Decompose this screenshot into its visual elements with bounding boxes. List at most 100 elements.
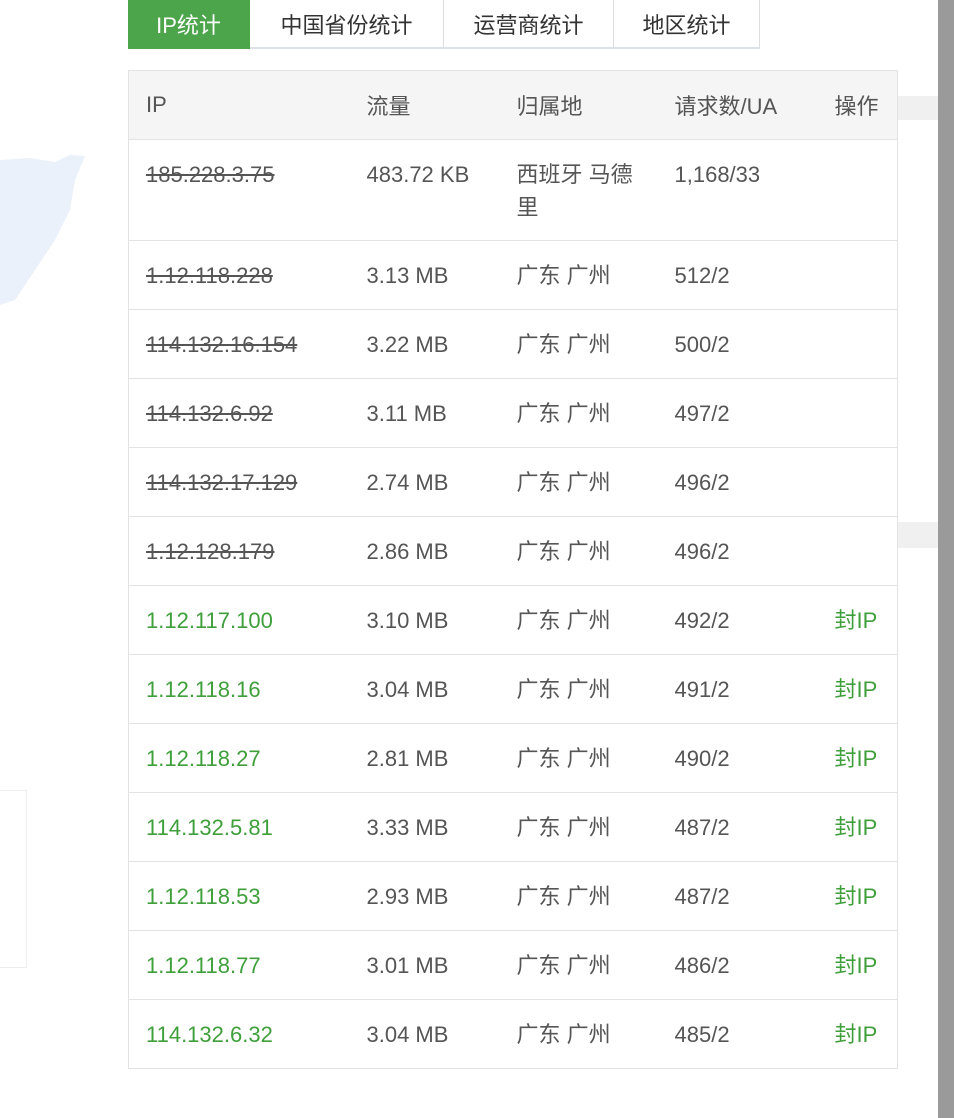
requests-cell: 1,168/33 — [674, 139, 835, 241]
stats-tabs: IP统计 中国省份统计 运营商统计 地区统计 — [128, 0, 760, 49]
block-ip-button[interactable]: 封IP — [834, 1022, 878, 1047]
action-cell: 封IP — [834, 654, 898, 724]
table-row: 114.132.6.92 3.11 MB 广东 广州 497/2 — [128, 378, 898, 448]
tab-ip-stats[interactable]: IP统计 — [128, 0, 250, 49]
action-cell: 封IP — [834, 861, 898, 931]
traffic-cell: 3.11 MB — [366, 378, 517, 448]
ip-address: 1.12.118.228 — [146, 263, 273, 288]
table-row: 1.12.118.16 3.04 MB 广东 广州 491/2 封IP — [128, 654, 898, 724]
table-row: 1.12.118.27 2.81 MB 广东 广州 490/2 封IP — [128, 723, 898, 793]
header-action: 操作 — [834, 70, 898, 140]
requests-cell: 500/2 — [674, 309, 835, 379]
table-row: 114.132.17.129 2.74 MB 广东 广州 496/2 — [128, 447, 898, 517]
background-panel — [0, 790, 27, 968]
table-row: 114.132.5.81 3.33 MB 广东 广州 487/2 封IP — [128, 792, 898, 862]
traffic-cell: 3.22 MB — [366, 309, 517, 379]
requests-cell: 512/2 — [674, 240, 835, 310]
ip-cell: 114.132.6.92 — [128, 378, 367, 448]
ip-address[interactable]: 114.132.6.32 — [146, 1022, 273, 1047]
traffic-cell: 3.33 MB — [366, 792, 517, 862]
ip-cell: 114.132.17.129 — [128, 447, 367, 517]
traffic-cell: 2.74 MB — [366, 447, 517, 517]
location-cell: 广东 广州 — [516, 240, 675, 310]
action-cell — [834, 309, 898, 379]
location-cell: 广东 广州 — [516, 999, 675, 1069]
block-ip-button[interactable]: 封IP — [834, 884, 878, 909]
ip-address[interactable]: 1.12.118.53 — [146, 884, 261, 909]
table-row: 1.12.117.100 3.10 MB 广东 广州 492/2 封IP — [128, 585, 898, 655]
traffic-cell: 3.13 MB — [366, 240, 517, 310]
action-cell: 封IP — [834, 930, 898, 1000]
traffic-cell: 3.01 MB — [366, 930, 517, 1000]
ip-cell: 185.228.3.75 — [128, 139, 367, 241]
tab-province-stats[interactable]: 中国省份统计 — [250, 0, 444, 49]
action-cell — [834, 447, 898, 517]
requests-cell: 492/2 — [674, 585, 835, 655]
block-ip-button[interactable]: 封IP — [834, 953, 878, 978]
ip-cell: 1.12.118.53 — [128, 861, 367, 931]
requests-cell: 487/2 — [674, 861, 835, 931]
location-cell: 广东 广州 — [516, 309, 675, 379]
location-cell: 广东 广州 — [516, 516, 675, 586]
action-cell — [834, 378, 898, 448]
header-traffic: 流量 — [366, 70, 517, 140]
ip-address[interactable]: 1.12.117.100 — [146, 608, 273, 633]
location-cell: 广东 广州 — [516, 792, 675, 862]
table-row: 1.12.118.53 2.93 MB 广东 广州 487/2 封IP — [128, 861, 898, 931]
location-cell: 广东 广州 — [516, 447, 675, 517]
location-cell: 广东 广州 — [516, 723, 675, 793]
header-requests: 请求数/UA — [674, 70, 835, 140]
ip-address: 114.132.16.154 — [146, 332, 298, 357]
requests-cell: 497/2 — [674, 378, 835, 448]
table-row: 114.132.16.154 3.22 MB 广东 广州 500/2 — [128, 309, 898, 379]
scrollbar[interactable] — [938, 0, 954, 1118]
ip-cell: 1.12.128.179 — [128, 516, 367, 586]
requests-cell: 487/2 — [674, 792, 835, 862]
requests-cell: 486/2 — [674, 930, 835, 1000]
ip-cell: 1.12.117.100 — [128, 585, 367, 655]
action-cell: 封IP — [834, 585, 898, 655]
table-row: 1.12.118.77 3.01 MB 广东 广州 486/2 封IP — [128, 930, 898, 1000]
background-band — [898, 96, 938, 120]
requests-cell: 491/2 — [674, 654, 835, 724]
ip-cell: 1.12.118.228 — [128, 240, 367, 310]
ip-address[interactable]: 1.12.118.16 — [146, 677, 261, 702]
requests-cell: 496/2 — [674, 447, 835, 517]
background-band — [898, 522, 938, 548]
traffic-cell: 483.72 KB — [366, 139, 517, 241]
ip-cell: 1.12.118.77 — [128, 930, 367, 1000]
tab-isp-stats[interactable]: 运营商统计 — [444, 0, 614, 49]
action-cell — [834, 240, 898, 310]
block-ip-button[interactable]: 封IP — [834, 677, 878, 702]
block-ip-button[interactable]: 封IP — [834, 608, 878, 633]
traffic-cell: 3.04 MB — [366, 654, 517, 724]
ip-address[interactable]: 114.132.5.81 — [146, 815, 273, 840]
traffic-cell: 3.10 MB — [366, 585, 517, 655]
ip-stats-table: IP 流量 归属地 请求数/UA 操作 185.228.3.75 483.72 K… — [128, 70, 898, 1069]
location-cell: 广东 广州 — [516, 585, 675, 655]
ip-address[interactable]: 1.12.118.27 — [146, 746, 261, 771]
tab-region-stats[interactable]: 地区统计 — [614, 0, 760, 49]
traffic-cell: 2.81 MB — [366, 723, 517, 793]
ip-address: 185.228.3.75 — [146, 162, 275, 187]
ip-cell: 114.132.16.154 — [128, 309, 367, 379]
action-cell — [834, 139, 898, 241]
table-row: 1.12.118.228 3.13 MB 广东 广州 512/2 — [128, 240, 898, 310]
location-cell: 广东 广州 — [516, 930, 675, 1000]
block-ip-button[interactable]: 封IP — [834, 746, 878, 771]
traffic-cell: 2.86 MB — [366, 516, 517, 586]
action-cell — [834, 516, 898, 586]
action-cell: 封IP — [834, 999, 898, 1069]
table-row: 114.132.6.32 3.04 MB 广东 广州 485/2 封IP — [128, 999, 898, 1069]
ip-cell: 1.12.118.27 — [128, 723, 367, 793]
traffic-cell: 2.93 MB — [366, 861, 517, 931]
ip-address: 114.132.6.92 — [146, 401, 273, 426]
ip-address[interactable]: 1.12.118.77 — [146, 953, 261, 978]
ip-address: 1.12.128.179 — [146, 539, 275, 564]
location-cell: 广东 广州 — [516, 861, 675, 931]
requests-cell: 496/2 — [674, 516, 835, 586]
traffic-cell: 3.04 MB — [366, 999, 517, 1069]
ip-cell: 114.132.5.81 — [128, 792, 367, 862]
map-fragment — [0, 155, 85, 305]
block-ip-button[interactable]: 封IP — [834, 815, 878, 840]
